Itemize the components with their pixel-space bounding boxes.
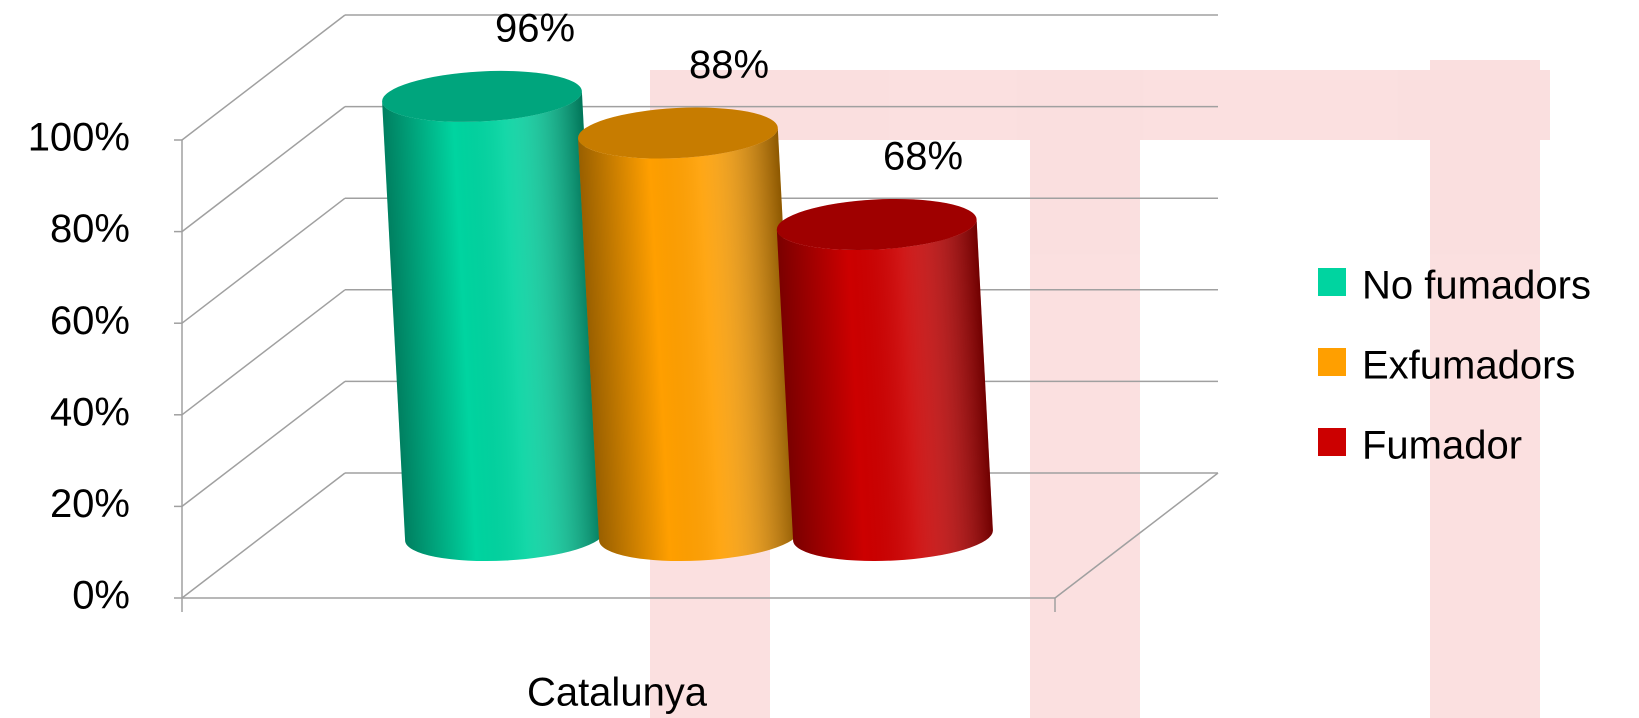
legend-swatch [1318,428,1346,456]
bar-shade [382,91,605,561]
data-label: 96% [495,6,575,50]
legend-label: Exfumadors [1362,344,1575,388]
bar-top [578,107,778,159]
y-tick-label: 80% [50,207,130,251]
bar-top-shade [578,107,778,159]
bar-top [382,70,582,122]
bar-top-shade [776,198,977,250]
grid-line [181,380,346,507]
grid-line [181,197,346,324]
grid-line [181,106,346,233]
legend-swatch [1318,268,1346,296]
grid-line [181,289,346,416]
y-tick-label: 60% [50,299,130,343]
data-label: 88% [689,43,769,87]
bar [776,198,993,561]
bar-top [776,198,977,250]
grid-line [181,472,346,599]
legend-label: No fumadors [1362,264,1591,308]
y-tick-label: 0% [72,574,130,618]
bar [578,107,799,561]
x-tick-label: Catalunya [527,671,708,715]
y-tick-label: 20% [50,482,130,526]
bar [382,70,605,561]
y-tick-label: 40% [50,390,130,434]
floor-edge [1054,472,1219,599]
y-tick-label: 100% [28,116,130,160]
bar-top-shade [382,70,582,122]
bar-shade [578,127,799,561]
legend-label: Fumador [1362,424,1522,468]
bar-shade [776,219,993,561]
grid-line [181,14,346,141]
legend-swatch [1318,348,1346,376]
data-label: 68% [883,135,963,179]
